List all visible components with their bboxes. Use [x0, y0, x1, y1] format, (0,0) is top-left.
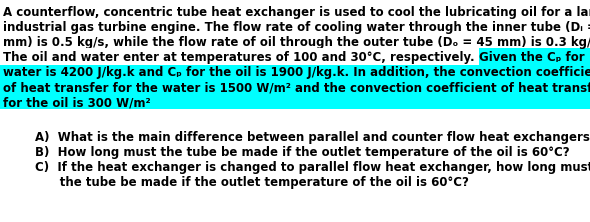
Bar — [0, 93, 590, 109]
Bar — [0, 48, 478, 65]
Text: industrial gas turbine engine. The flow rate of cooling water through the inner : industrial gas turbine engine. The flow … — [3, 21, 590, 34]
Text: Given the Cₚ for: Given the Cₚ for — [478, 51, 584, 64]
Text: mm) is 0.5 kg/s, while the flow rate of oil through the outer tube (Dₒ = 45 mm) : mm) is 0.5 kg/s, while the flow rate of … — [3, 36, 590, 49]
Text: water is 4200 J/kg.k and Cₚ for the oil is 1900 J/kg.k. In addition, the convect: water is 4200 J/kg.k and Cₚ for the oil … — [3, 66, 590, 79]
Text: A counterflow, concentric tube heat exchanger is used to cool the lubricating oi: A counterflow, concentric tube heat exch… — [3, 6, 590, 19]
Bar — [0, 48, 590, 64]
Bar — [0, 78, 590, 94]
Text: The oil and water enter at temperatures of 100 and 30°C, respectively.: The oil and water enter at temperatures … — [3, 51, 478, 64]
Text: B)  How long must the tube be made if the outlet temperature of the oil is 60°C?: B) How long must the tube be made if the… — [35, 146, 569, 159]
Text: A)  What is the main difference between parallel and counter flow heat exchanger: A) What is the main difference between p… — [35, 131, 590, 144]
Bar — [0, 63, 590, 79]
Text: C)  If the heat exchanger is changed to parallel flow heat exchanger, how long m: C) If the heat exchanger is changed to p… — [35, 161, 590, 174]
Text: of heat transfer for the water is 1500 W/m² and the convection coefficient of he: of heat transfer for the water is 1500 W… — [3, 81, 590, 94]
Text: for the oil is 300 W/m²: for the oil is 300 W/m² — [3, 96, 150, 109]
Text: the tube be made if the outlet temperature of the oil is 60°C?: the tube be made if the outlet temperatu… — [35, 176, 469, 189]
